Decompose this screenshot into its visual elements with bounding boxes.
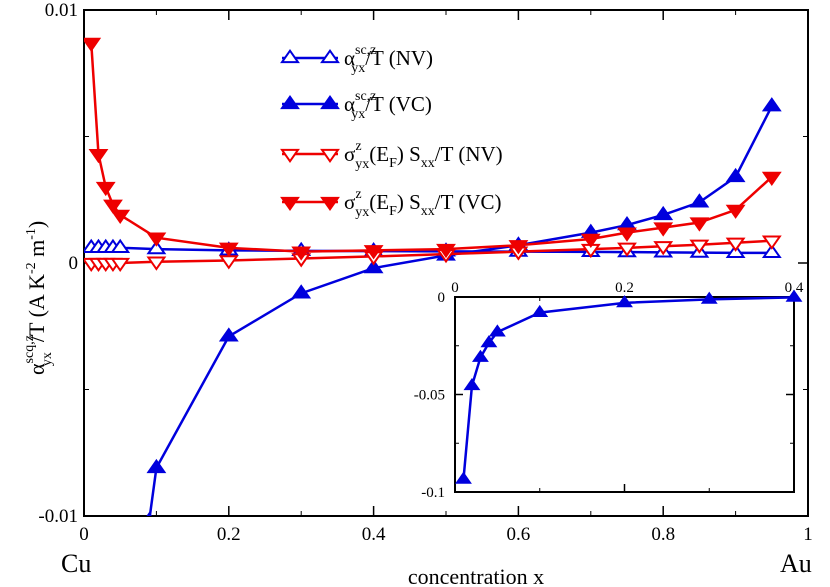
legend-label: σz yx(EF) Sxx/T (NV) <box>344 139 503 172</box>
data-point <box>725 237 746 252</box>
data-point <box>761 243 782 259</box>
inset-data-point <box>531 304 549 318</box>
legend-label: σz yx(EF) Sxx/T (VC) <box>344 187 502 220</box>
legend-marker <box>320 196 340 212</box>
y-tick-label: -0.01 <box>38 506 78 527</box>
legend-item: αsc,z yx/T (VC) <box>280 89 432 122</box>
x-tick-label: 1 <box>803 524 813 545</box>
inset-frame <box>454 296 795 493</box>
data-point <box>761 171 782 187</box>
x-tick-label: 0.4 <box>362 524 386 545</box>
data-point <box>617 227 637 242</box>
data-point <box>146 512 152 516</box>
legend-marker <box>280 148 300 164</box>
data-point <box>103 199 123 214</box>
inset-chart: 0 0.2 0.4 -0.1 -0.05 0 <box>414 280 804 501</box>
inset-y-tick-label: -0.1 <box>421 485 445 501</box>
x-tick-label: 0 <box>79 524 89 545</box>
inset-data-point <box>785 289 803 302</box>
data-point <box>363 259 384 274</box>
data-point <box>653 241 674 256</box>
data-point <box>653 222 674 237</box>
data-point <box>95 181 116 197</box>
data-point <box>761 97 782 112</box>
x-end-label-right: Au <box>780 549 812 578</box>
data-point <box>146 458 167 474</box>
x-tick-label: 0.2 <box>217 524 241 545</box>
inset-data-point <box>488 324 506 337</box>
inset-x-tick-label: 0.4 <box>785 280 804 296</box>
x-end-label-left: Cu <box>61 549 91 578</box>
axis-labels: concentration x Cu Au αscq,z yx/T (A K-2 m-1… <box>22 221 812 587</box>
legend-label: αsc,z yx/T (NV) <box>344 43 433 76</box>
data-point <box>653 205 674 221</box>
legend-label: αsc,z yx/T (VC) <box>344 89 432 122</box>
inset-x-tick-label: 0.2 <box>615 280 634 296</box>
inset-y-tick-label: 0 <box>438 290 446 306</box>
inset-data-point <box>700 291 718 304</box>
data-point <box>725 204 746 219</box>
data-point <box>580 233 601 249</box>
data-point <box>146 232 167 247</box>
data-point <box>436 243 456 259</box>
legend-marker <box>280 94 300 110</box>
main-series <box>84 37 782 516</box>
legend: αsc,z yx/T (NV) αsc,z yx/T (VC) σz yx(EF) Sxx… <box>280 43 503 220</box>
inset-x-tick-label: 0 <box>451 280 459 296</box>
y-tick-label: 0.01 <box>45 0 78 21</box>
legend-item: σz yx(EF) Sxx/T (VC) <box>280 187 502 220</box>
y-axis-label: αscq,z yx/T (A K-2 m-1) <box>22 221 55 375</box>
data-point <box>291 246 312 261</box>
inset-data-point <box>471 349 489 362</box>
data-point <box>725 167 746 183</box>
data-point <box>363 245 384 260</box>
data-point <box>617 242 637 257</box>
data-point <box>84 37 102 52</box>
inset-data-point <box>463 378 481 391</box>
data-point <box>146 256 167 271</box>
inset-data-point <box>455 471 472 484</box>
inset-data-point <box>480 335 498 348</box>
legend-marker <box>320 94 340 110</box>
legend-marker <box>320 148 340 164</box>
data-point <box>689 193 710 208</box>
data-point <box>110 257 131 273</box>
data-point <box>218 242 239 257</box>
legend-item: σz yx(EF) Sxx/T (NV) <box>280 139 503 172</box>
legend-marker <box>280 48 300 64</box>
data-point <box>88 149 109 164</box>
data-point <box>110 238 131 253</box>
legend-marker <box>320 48 340 64</box>
inset-data-point <box>616 295 633 308</box>
legend-item: αsc,z yx/T (NV) <box>280 43 433 76</box>
data-point <box>146 240 167 255</box>
data-point <box>689 217 710 232</box>
inset-y-tick-label: -0.05 <box>414 388 445 404</box>
data-point <box>508 240 529 255</box>
x-tick-label: 0.8 <box>651 524 675 545</box>
y-tick-label: 0 <box>69 253 79 274</box>
series-line <box>89 42 773 253</box>
data-point <box>218 255 239 270</box>
x-tick-label: 0.6 <box>507 524 531 545</box>
data-point <box>761 235 782 250</box>
inset-series-0 <box>455 289 803 484</box>
data-point <box>689 239 710 254</box>
series-3 <box>84 37 782 261</box>
data-point <box>291 284 312 299</box>
legend-marker <box>280 196 300 212</box>
x-axis-label: concentration x <box>408 564 544 587</box>
data-point <box>218 327 239 342</box>
data-point <box>110 209 131 224</box>
